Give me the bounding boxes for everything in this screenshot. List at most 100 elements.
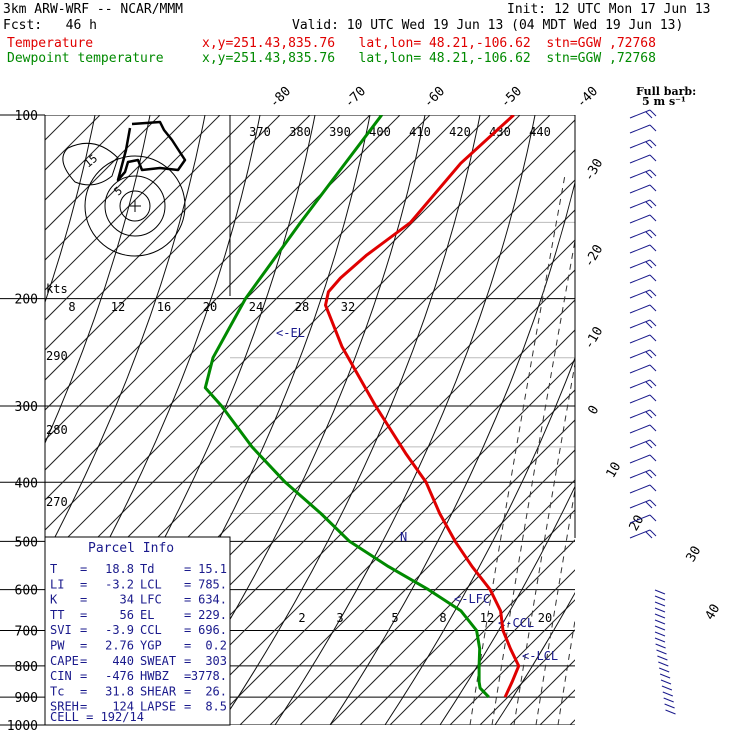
parcel-eq: = <box>184 684 191 698</box>
parcel-value: 26. <box>205 684 227 698</box>
isotherm-line <box>299 449 575 725</box>
parcel-eq: = <box>80 608 87 622</box>
wind-barb-flag <box>649 469 657 477</box>
wind-barb-staff <box>658 661 669 667</box>
dry-adiabat <box>45 115 96 304</box>
isotherm-label: -70 <box>342 84 369 111</box>
isotherm-label: -50 <box>498 84 525 111</box>
isotherm-line <box>630 115 740 725</box>
wind-barb-staff <box>629 109 651 119</box>
wind-barb-flag <box>649 499 657 507</box>
parcel-cell: CELL = 192/14 <box>50 710 144 724</box>
parcel-value: 440 <box>112 654 134 668</box>
parcel-title: Parcel Info <box>88 541 174 556</box>
parcel-key: TT <box>50 608 64 622</box>
wind-barb-flag <box>645 381 653 389</box>
isotherm-line <box>269 419 575 725</box>
mixing-ratio-label: 8 <box>439 611 446 625</box>
wind-barb-flag <box>645 141 653 149</box>
mixing-ratio-label: 5 <box>391 611 398 625</box>
wind-barb-staff <box>663 697 674 703</box>
moist-adiabat <box>535 487 575 725</box>
wind-barb-flag <box>645 201 653 209</box>
wind-barb-staff <box>629 529 651 539</box>
wind-barb-staff <box>629 184 651 194</box>
isotherm-line <box>45 115 191 261</box>
parcel-value: 696. <box>198 623 227 637</box>
parcel-key: CAPE <box>50 654 79 668</box>
wind-barb-staff <box>655 643 666 649</box>
parcel-key: LAPSE <box>140 700 176 714</box>
wind-barb-staff <box>629 274 651 284</box>
parcel-eq: = <box>80 623 87 637</box>
wind-barb-staff <box>654 595 666 601</box>
pressure-label: 1000 <box>7 719 38 734</box>
dry-adiabat <box>494 591 575 725</box>
dry-adiabat <box>45 115 151 445</box>
dewpoint-location: x,y=251.43,835.76 lat,lon= 48.21,-106.62… <box>202 51 656 66</box>
parcel-eq: = <box>184 577 191 591</box>
isotherm-line <box>179 329 575 725</box>
isotherm-line <box>45 115 371 441</box>
wind-barb-flag <box>649 199 657 207</box>
wind-barb-flag <box>645 111 653 119</box>
parcel-value: 34 <box>120 593 134 607</box>
dry-adiabat <box>384 356 575 725</box>
moist-adiabat <box>491 238 575 725</box>
isotherm-line <box>45 115 161 231</box>
wind-barb-flag <box>649 154 657 162</box>
wind-barb-flag <box>645 291 653 299</box>
wind-barb-staff <box>659 667 670 673</box>
hodograph-ring-label: 15 <box>82 152 101 170</box>
isotherm-label: 0 <box>586 403 603 417</box>
adiabat-label: 420 <box>449 125 471 139</box>
parcel-key: T <box>50 562 57 576</box>
parcel-key: LCL <box>140 577 162 591</box>
wind-speed-tick: 28 <box>295 300 309 314</box>
parcel-key: SHEAR <box>140 684 177 698</box>
wind-barb-staff <box>629 334 651 344</box>
wind-unit-label: kts <box>46 282 68 296</box>
temperature-location: x,y=251.43,835.76 lat,lon= 48.21,-106.62… <box>202 36 656 51</box>
wind-barb-staff <box>629 439 651 449</box>
wind-barb-flag <box>649 409 657 417</box>
wind-speed-tick: 16 <box>157 300 171 314</box>
valid-time: Valid: 10 UTC Wed 19 Jun 13 (04 MDT Wed … <box>292 18 684 33</box>
barb-legend-unit: 5 m s⁻¹ <box>642 95 686 108</box>
parcel-key: YGP <box>140 639 162 653</box>
parcel-key: CIN <box>50 669 72 683</box>
parcel-value: 0.2 <box>205 639 227 653</box>
dry-adiabat <box>439 485 575 725</box>
isotherm-line <box>45 115 251 321</box>
isotherm-line <box>209 359 575 725</box>
wind-barb-flag <box>645 351 653 359</box>
wind-speed-tick: 32 <box>341 300 355 314</box>
wind-barb-staff <box>629 199 651 209</box>
isotherm-line <box>45 115 431 501</box>
wind-barb-flag <box>649 169 657 177</box>
pressure-label: 500 <box>15 535 38 550</box>
isotherm-label: 10 <box>604 460 625 481</box>
parcel-value: 2.76 <box>105 639 134 653</box>
wind-barb-staff <box>629 379 651 389</box>
isotherm-line <box>449 599 575 725</box>
wind-speed-tick: 8 <box>68 300 75 314</box>
wind-barb-staff <box>654 613 666 619</box>
wind-barb-staff <box>629 169 651 179</box>
parcel-value: 8.5 <box>205 700 227 714</box>
wind-barb-staff <box>629 259 651 269</box>
dewpoint-legend: Dewpoint temperature <box>7 51 164 66</box>
level-marker: <-EL <box>276 326 305 340</box>
level-marker: <-LFC <box>454 592 490 606</box>
wind-barb-flag <box>649 259 657 267</box>
hodograph-contour <box>62 142 119 186</box>
parcel-key: K <box>50 593 58 607</box>
parcel-value: 124 <box>112 700 134 714</box>
parcel-info-panel: Parcel Info T = 18.8 Td = 15.1 LI = -3.2 LCL = 785. K… <box>44 536 231 726</box>
wind-barb-staff <box>654 619 666 625</box>
parcel-eq: = <box>184 623 191 637</box>
parcel-value: 31.8 <box>105 684 134 698</box>
pressure-label: 100 <box>15 109 38 124</box>
parcel-key: PW <box>50 639 65 653</box>
wind-barb-staff <box>629 154 651 164</box>
